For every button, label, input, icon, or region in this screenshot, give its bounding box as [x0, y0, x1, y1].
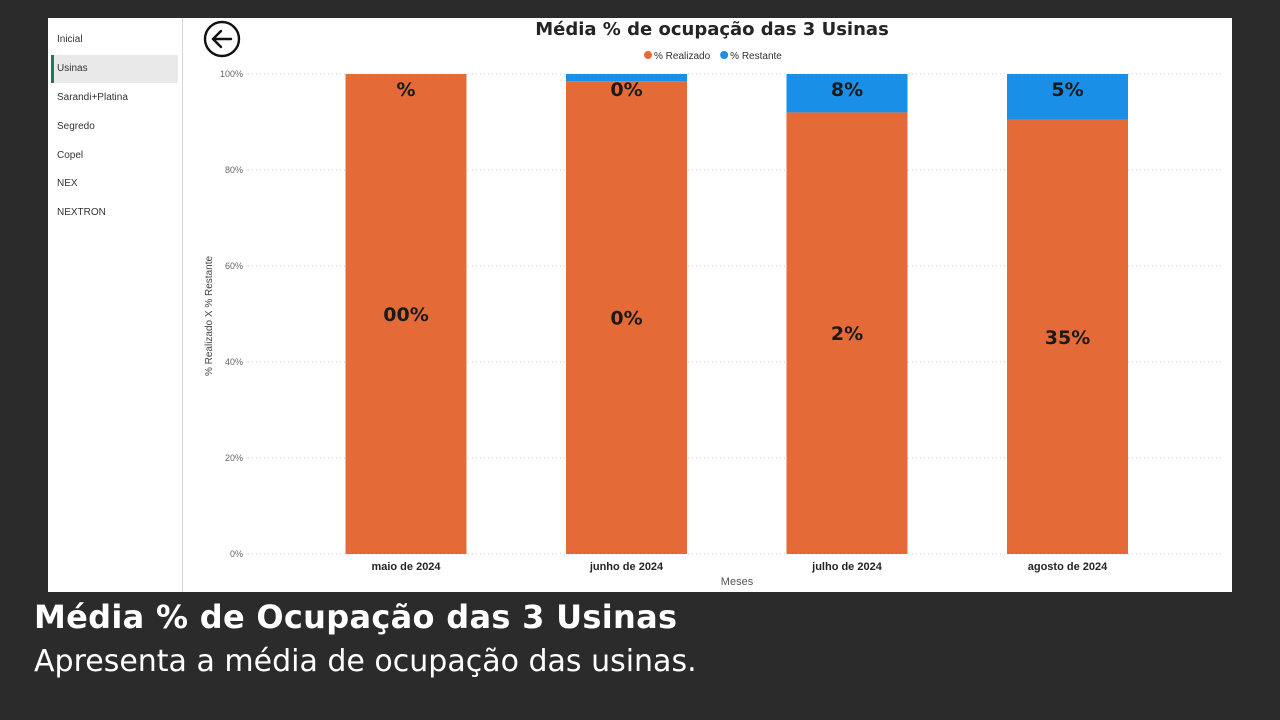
sidebar: Inicial Usinas Sarandi+Platina Segredo C…: [48, 18, 183, 592]
x-axis-ticks: maio de 2024 junho de 2024 julho de 2024 ag…: [371, 561, 1108, 573]
sidebar-item-nextron[interactable]: NEXTRON: [57, 207, 106, 218]
sidebar-item-segredo[interactable]: Segredo: [57, 121, 95, 132]
legend-label: % Restante: [730, 51, 782, 62]
x-tick-label: maio de 2024: [371, 561, 441, 573]
y-tick-label: 80%: [225, 165, 243, 175]
caption-description: Apresenta a média de ocupação das usinas…: [34, 644, 697, 679]
bar-segment: [345, 74, 467, 554]
y-tick-label: 0%: [230, 549, 243, 559]
sidebar-item-inicial[interactable]: Inicial: [57, 34, 83, 45]
bar-segment: [1007, 119, 1128, 554]
chart-legend: % Realizado % Restante: [644, 51, 782, 62]
caption-title: Média % de Ocupação das 3 Usinas: [34, 598, 678, 636]
data-label: 8%: [831, 79, 863, 101]
y-tick-label: 100%: [220, 69, 243, 79]
chart-title: Média % de ocupação das 3 Usinas: [535, 19, 889, 40]
data-label: 35%: [1045, 327, 1090, 349]
data-label: 0%: [610, 79, 642, 101]
data-label: 00%: [383, 304, 428, 326]
legend-marker: [644, 51, 652, 59]
bar-segment: [786, 74, 908, 113]
data-label: 0%: [610, 308, 642, 330]
legend-marker: [720, 51, 729, 59]
back-button[interactable]: [203, 20, 241, 58]
sidebar-item-sarandi-platina[interactable]: Sarandi+Platina: [57, 92, 128, 103]
data-label: %: [396, 79, 415, 101]
data-label: 2%: [831, 323, 863, 345]
data-label: 5%: [1051, 79, 1083, 101]
y-tick-label: 60%: [225, 261, 243, 271]
bar-segment: [566, 81, 687, 554]
y-tick-label: 20%: [225, 453, 243, 463]
y-axis-title: % Realizado X % Restante: [204, 256, 215, 377]
arrow-left-circle-icon: [203, 20, 241, 58]
bar-segment: [1007, 74, 1128, 120]
report-canvas: Inicial Usinas Sarandi+Platina Segredo C…: [48, 18, 1232, 592]
sidebar-item-nex[interactable]: NEX: [57, 178, 78, 189]
x-tick-label: julho de 2024: [811, 561, 883, 573]
bar-segment: [566, 74, 687, 82]
sidebar-item-usinas[interactable]: Usinas: [51, 55, 178, 83]
sidebar-item-copel[interactable]: Copel: [57, 150, 84, 161]
x-tick-label: agosto de 2024: [1028, 561, 1108, 573]
y-tick-label: 40%: [225, 357, 243, 367]
y-axis-ticks: 0% 20% 40% 60% 80% 100%: [220, 69, 243, 559]
x-tick-label: junho de 2024: [589, 561, 664, 573]
stacked-bar-chart: Média % de ocupação das 3 Usinas % Reali…: [204, 19, 1223, 588]
legend-label: % Realizado: [654, 51, 711, 62]
chart-bars: 00%% 0% 0% 2% 8% 35% 5%: [345, 74, 1128, 555]
x-axis-title: Meses: [721, 576, 754, 588]
bar-segment: [786, 112, 908, 555]
